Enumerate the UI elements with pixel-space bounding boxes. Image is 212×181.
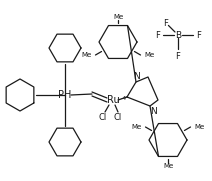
Text: Me: Me xyxy=(131,124,141,130)
Text: N: N xyxy=(133,72,139,81)
Text: Me: Me xyxy=(163,163,173,169)
Text: F: F xyxy=(196,31,201,39)
Text: Cl: Cl xyxy=(99,113,107,121)
Text: Cl: Cl xyxy=(114,113,122,121)
Text: PH: PH xyxy=(58,90,72,100)
Text: F: F xyxy=(176,52,180,61)
Text: Me: Me xyxy=(81,52,92,58)
Text: Me: Me xyxy=(113,14,123,20)
Text: Me: Me xyxy=(145,52,155,58)
Text: F: F xyxy=(155,31,160,39)
Text: F: F xyxy=(163,19,168,28)
Text: -4: -4 xyxy=(121,96,127,100)
Text: Ru: Ru xyxy=(107,95,119,105)
Text: B: B xyxy=(175,31,181,39)
Text: Me: Me xyxy=(195,124,205,130)
Text: N: N xyxy=(150,107,157,116)
